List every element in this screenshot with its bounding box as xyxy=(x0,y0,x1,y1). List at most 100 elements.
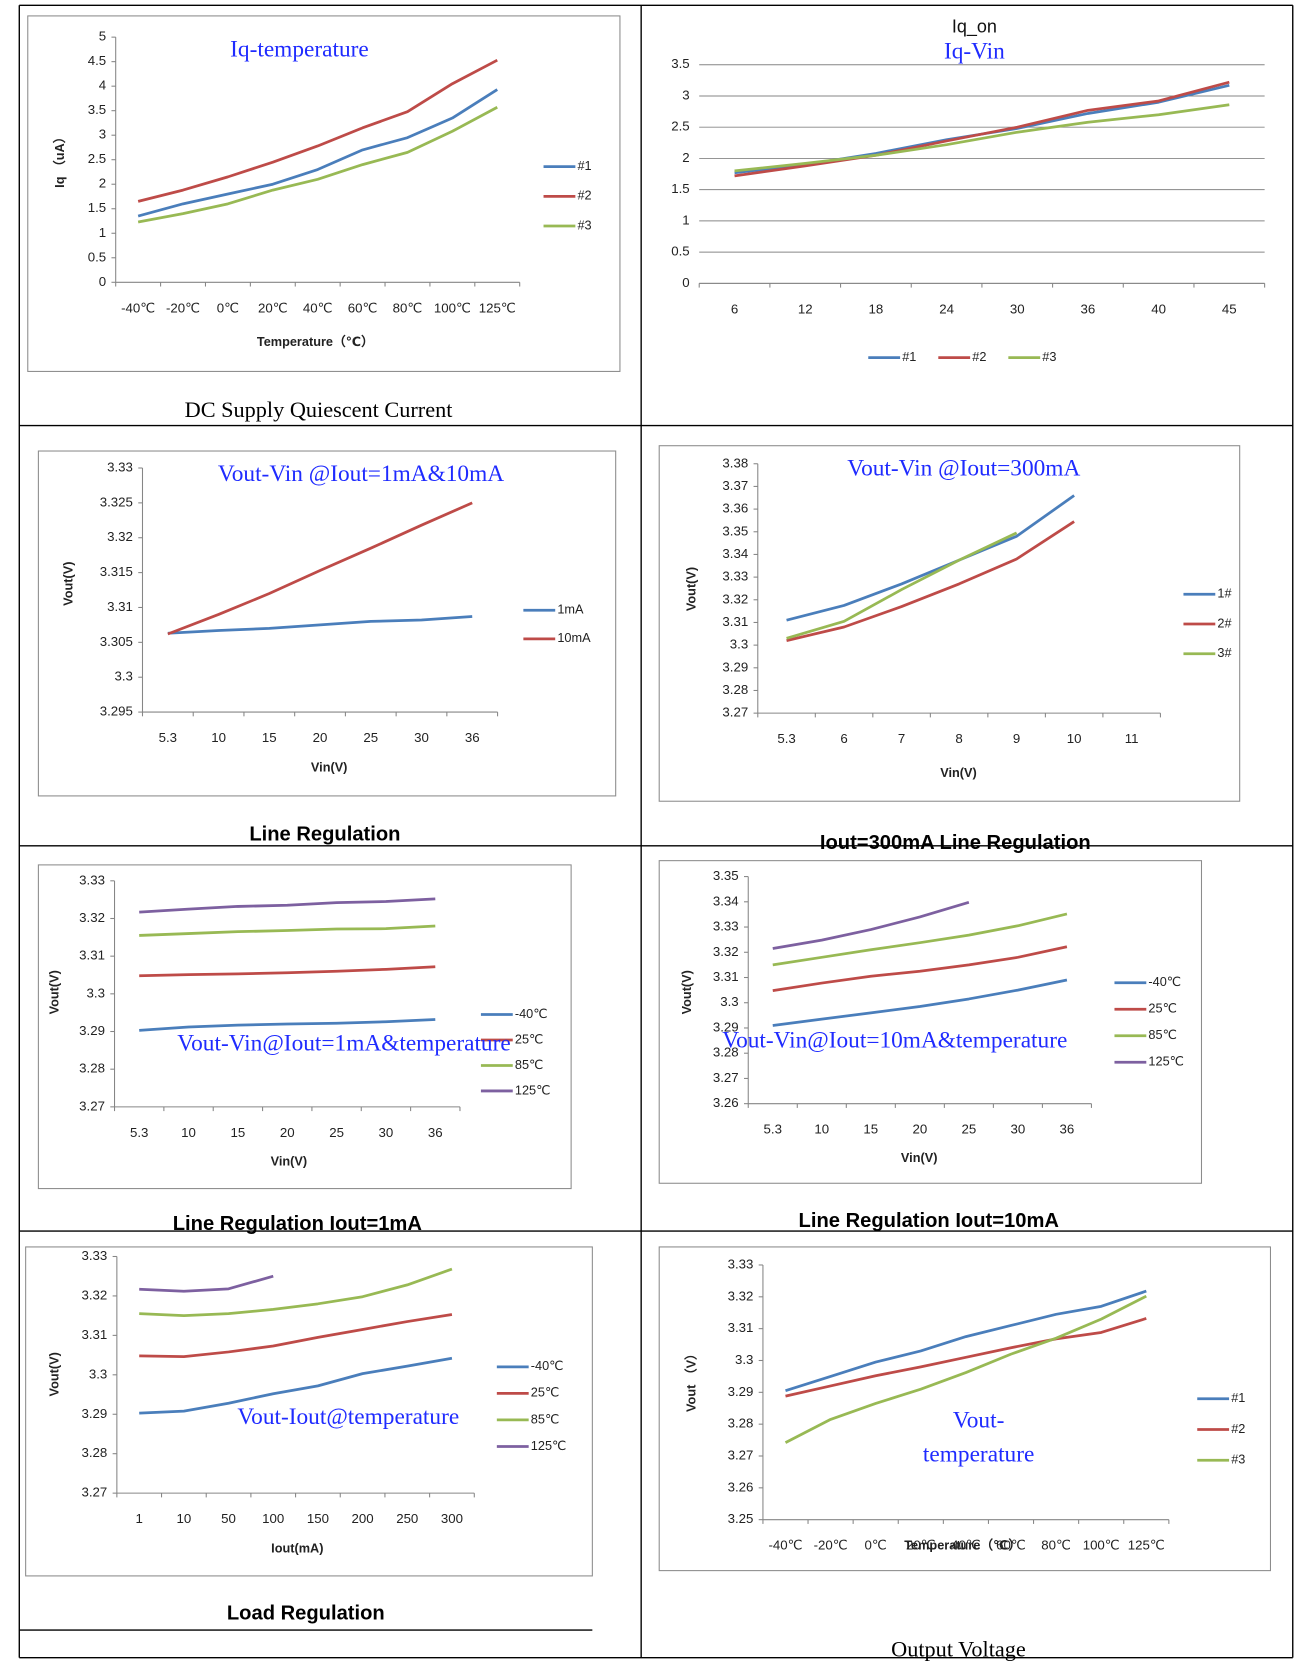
x-tick-label: 12 xyxy=(798,301,813,316)
x-tick-label: 50 xyxy=(221,1511,236,1526)
series-line xyxy=(734,103,1230,173)
y-tick-label: 3.28 xyxy=(713,1045,739,1060)
x-axis-label: Temperature（℃） xyxy=(904,1538,1021,1553)
x-tick-label: -40℃ xyxy=(768,1538,802,1553)
x-tick-label: 80℃ xyxy=(1041,1538,1071,1553)
x-axis-label: Vin(V) xyxy=(901,1150,938,1165)
x-tick-label: 20℃ xyxy=(906,1538,936,1553)
annotation: Vout-Vin @Iout=300mA xyxy=(847,455,1080,481)
y-tick-label: 5 xyxy=(99,29,106,44)
caption: Line Regulation Iout=1mA xyxy=(173,1213,423,1235)
y-tick-label: 3.27 xyxy=(713,1070,739,1085)
y-tick-label: 3.32 xyxy=(722,591,748,606)
x-tick-label: 5.3 xyxy=(777,731,795,746)
x-tick-label: 10 xyxy=(177,1511,192,1526)
x-tick-label: 15 xyxy=(863,1122,878,1137)
legend-label: -40℃ xyxy=(531,1358,564,1373)
y-tick-label: 0 xyxy=(99,274,106,289)
series-line xyxy=(772,978,1068,1027)
series-line xyxy=(139,897,436,914)
x-tick-label: 125℃ xyxy=(479,300,516,315)
y-tick-label: 3.27 xyxy=(82,1485,108,1500)
y-tick-label: 3.31 xyxy=(107,599,133,614)
y-tick-label: 3.305 xyxy=(100,634,133,649)
chart-frame xyxy=(37,864,572,1190)
y-tick-label: 1 xyxy=(682,212,689,227)
x-tick-label: 11 xyxy=(1125,731,1139,746)
y-axis-label: Vout （V） xyxy=(683,1347,698,1412)
annotation: Vout-Vin@Iout=1mA&temperature xyxy=(177,1031,510,1057)
y-axis-label: Iq （uA） xyxy=(52,131,67,188)
series-line xyxy=(167,615,473,635)
legend-label: 85℃ xyxy=(531,1411,559,1426)
y-tick-label: 4.5 xyxy=(88,53,106,68)
chart: 3.295 3.3 3.305 3.31 3.315 3.32 3.325 3.33 5.3 10… xyxy=(37,450,617,797)
series-line xyxy=(772,945,1068,992)
x-tick-label: 150 xyxy=(307,1511,329,1526)
y-tick-label: 3.35 xyxy=(713,868,739,883)
x-tick-label: 250 xyxy=(396,1511,418,1526)
x-tick-label: 30 xyxy=(414,730,429,745)
chart: 3.26 3.27 3.28 3.29 3.3 3.31 3.32 3.33 3.34 3.35 5… xyxy=(658,860,1203,1184)
legend-label: 3# xyxy=(1217,645,1232,660)
y-tick-label: 3.27 xyxy=(728,1448,754,1463)
y-tick-label: 3.27 xyxy=(722,705,748,720)
y-tick-label: 3.37 xyxy=(722,478,748,493)
y-axis-label: Vout(V) xyxy=(61,562,76,606)
y-tick-label: 3.34 xyxy=(713,893,739,908)
chart-frame xyxy=(658,445,1241,802)
x-tick-label: 30 xyxy=(1010,301,1025,316)
y-tick-label: 3.5 xyxy=(671,56,689,71)
table-grid xyxy=(18,4,1294,1659)
chart-frame xyxy=(658,1246,1271,1572)
y-tick-label: 3.32 xyxy=(79,910,105,925)
x-tick-label: 10 xyxy=(211,730,226,745)
annotation-box: Vout-temperature xyxy=(923,1406,1034,1466)
x-tick-label: 20 xyxy=(912,1122,927,1137)
x-tick-label: -40℃ xyxy=(121,300,155,315)
x-tick-label: 80℃ xyxy=(393,300,423,315)
x-tick-label: 60℃ xyxy=(996,1538,1026,1553)
y-tick-label: 3.36 xyxy=(722,501,748,516)
series-line xyxy=(734,80,1230,178)
series-line xyxy=(786,520,1075,642)
legend-label: 125℃ xyxy=(1148,1054,1184,1069)
y-tick-label: 3 xyxy=(682,87,689,102)
x-tick-label: 40℃ xyxy=(303,300,333,315)
y-tick-label: 3.29 xyxy=(79,1023,105,1038)
x-tick-label: 9 xyxy=(1013,731,1020,746)
y-tick-label: 3.26 xyxy=(713,1095,739,1110)
x-tick-label: 8 xyxy=(955,731,962,746)
caption: DC Supply Quiescent Current xyxy=(185,397,454,422)
y-axis-label: Vout(V) xyxy=(47,1352,62,1396)
x-tick-label: 20 xyxy=(313,730,328,745)
legend-label: 25℃ xyxy=(531,1385,559,1400)
x-tick-label: 36 xyxy=(428,1125,443,1140)
legend-label: 85℃ xyxy=(515,1057,543,1072)
series-line xyxy=(139,924,436,937)
x-tick-label: 18 xyxy=(869,301,884,316)
y-tick-label: 3.29 xyxy=(82,1406,108,1421)
series-line xyxy=(139,1313,453,1359)
y-axis-label: Vout(V) xyxy=(683,567,698,611)
series-line xyxy=(167,501,473,636)
x-tick-label: 40℃ xyxy=(951,1538,981,1553)
x-tick-label: 6 xyxy=(731,301,738,316)
x-tick-label: 24 xyxy=(939,301,954,316)
annotation: Vout-Vin @Iout=1mA&10mA xyxy=(218,461,504,487)
caption: Line Regulation xyxy=(249,824,400,846)
series-line xyxy=(785,1289,1147,1393)
y-tick-label: 2 xyxy=(99,176,106,191)
series-line xyxy=(784,1294,1147,1444)
y-tick-label: 3.28 xyxy=(79,1061,105,1076)
chart: 3.25 3.26 3.27 3.28 3.29 3.3 3.31 3.32 3.33 -40℃ -… xyxy=(658,1246,1271,1572)
y-tick-label: 3.29 xyxy=(722,659,748,674)
y-tick-label: 3.31 xyxy=(728,1320,754,1335)
chart: 3.27 3.28 3.29 3.3 3.31 3.32 3.33 3.34 3.35 3.36 3… xyxy=(658,445,1241,802)
x-tick-label: 40 xyxy=(1151,301,1166,316)
y-tick-label: 3.33 xyxy=(722,569,748,584)
legend-label: 10mA xyxy=(557,630,591,645)
legend-label: #2 xyxy=(1231,1421,1245,1436)
annotation: Iq-temperature xyxy=(230,36,369,62)
